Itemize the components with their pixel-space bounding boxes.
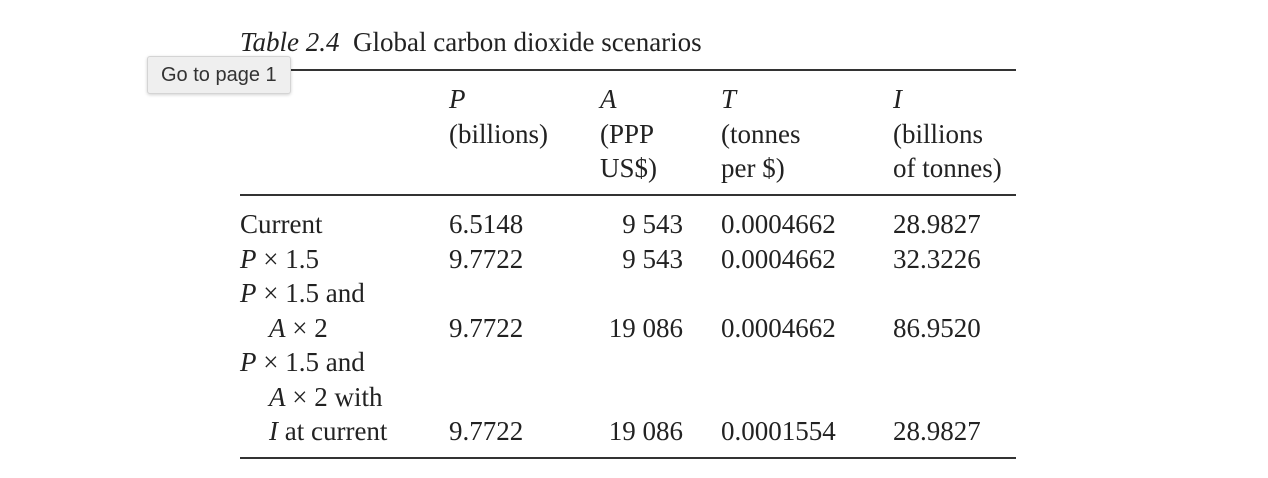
column-header-i: I (billions of tonnes)	[893, 82, 1002, 186]
column-header-var: T	[721, 84, 737, 114]
row-label-var: P	[240, 347, 257, 377]
cell-i: 28.9827	[893, 209, 981, 239]
tooltip-label: Go to page 1	[161, 63, 277, 86]
column-header-var: I	[893, 84, 902, 114]
cell-i: 28.9827	[893, 416, 981, 446]
bottom-rule	[240, 457, 1016, 459]
row-label-p15: P × 1.5	[240, 242, 319, 277]
row-label-var: A	[269, 381, 286, 412]
header-rule	[240, 194, 1016, 196]
column-header-p: P (billions)	[449, 82, 548, 151]
cell-p: 9.7722	[449, 243, 524, 274]
row-label-var: I	[269, 416, 278, 446]
cell-a: 9 543	[622, 209, 683, 239]
cell-a: 19 086	[608, 416, 683, 446]
row-label-text: × 1.5 and	[256, 347, 365, 377]
column-header-a: A (PPP US$)	[600, 82, 657, 186]
row-label-var: P	[240, 243, 257, 274]
table-caption: Table 2.4 Global carbon dioxide scenario…	[240, 24, 702, 60]
cell-t: 0.0001554	[721, 416, 836, 446]
row-label-p15-a2: P × 1.5 and A × 2	[240, 276, 365, 345]
column-header-t: T (tonnes per $)	[721, 82, 800, 186]
column-header-unit: of tonnes)	[893, 153, 1002, 183]
cell-i: 32.3226	[893, 243, 981, 274]
column-header-unit: (PPP	[600, 118, 655, 149]
row-label-text: × 2 with	[285, 381, 383, 412]
table-title: Global carbon dioxide scenarios	[353, 27, 702, 57]
row-label-var: P	[240, 278, 257, 308]
table-number: Table 2.4	[240, 27, 340, 57]
cell-p: 6.5148	[449, 209, 524, 239]
cell-t: 0.0004662	[721, 209, 836, 239]
cell-t: 0.0004662	[721, 312, 836, 343]
cell-p: 9.7722	[449, 416, 524, 446]
cell-p: 9.7722	[449, 312, 524, 343]
row-label-current: Current	[240, 207, 322, 242]
cell-i: 86.9520	[893, 312, 981, 343]
column-header-unit: US$)	[600, 153, 658, 183]
cell-a: 9 543	[622, 243, 683, 274]
row-label-text: × 1.5 and	[256, 278, 365, 308]
column-header-unit: (billions)	[449, 118, 548, 149]
column-header-var: A	[600, 84, 617, 114]
row-label-text: × 1.5	[256, 243, 319, 274]
cell-a: 19 086	[608, 312, 683, 343]
row-label-text: at current	[278, 416, 388, 446]
row-label-text: Current	[240, 209, 323, 239]
column-header-unit: (billions	[893, 118, 984, 149]
row-label-p15-a2-icurrent: P × 1.5 and A × 2 with I at current	[240, 345, 387, 449]
column-header-unit: (tonnes	[721, 118, 801, 149]
top-rule	[240, 69, 1016, 71]
cell-t: 0.0004662	[721, 243, 836, 274]
go-to-page-tooltip[interactable]: Go to page 1	[147, 56, 291, 94]
row-label-var: A	[269, 312, 286, 343]
column-header-unit: per $)	[721, 153, 785, 183]
column-header-var: P	[449, 84, 466, 114]
row-label-text: × 2	[285, 312, 328, 343]
